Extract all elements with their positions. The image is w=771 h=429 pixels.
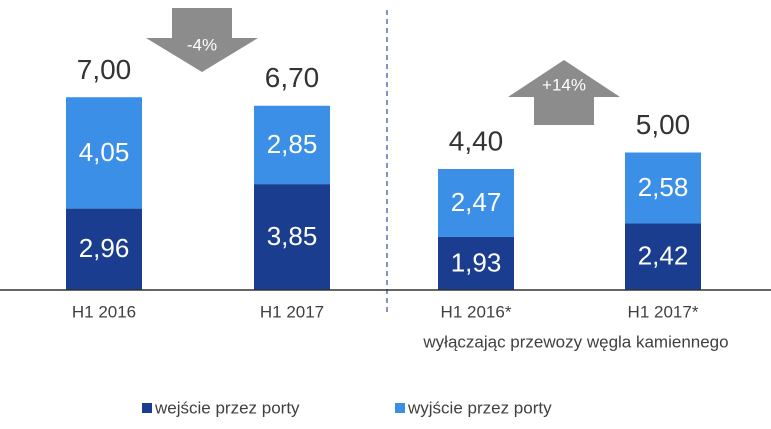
bar-segment bbox=[438, 169, 514, 237]
annotation: +14% bbox=[542, 75, 586, 94]
value-label: 2,85 bbox=[267, 129, 318, 159]
total-label: 7,00 bbox=[77, 54, 132, 85]
value-label: 1,93 bbox=[451, 247, 502, 277]
bar-segment bbox=[66, 208, 142, 290]
value-label: 2,96 bbox=[79, 233, 130, 263]
value-label: 2,42 bbox=[638, 241, 689, 271]
bar-segment bbox=[254, 105, 330, 185]
x-tick-label: H1 2017* bbox=[628, 302, 699, 321]
bar-segment bbox=[625, 152, 701, 224]
x-tick-label: H1 2017 bbox=[260, 302, 324, 321]
subtitle: wyłączając przewozy węgla kamiennego bbox=[422, 332, 728, 351]
total-label: 5,00 bbox=[636, 109, 691, 140]
x-tick-label: H1 2016 bbox=[72, 302, 136, 321]
total-label: 4,40 bbox=[449, 125, 504, 156]
legend-label: wyjście przez porty bbox=[407, 398, 552, 417]
value-label: 2,58 bbox=[638, 172, 689, 202]
legend-label: wejście przez porty bbox=[154, 398, 300, 417]
annotation: -4% bbox=[187, 35, 217, 54]
value-label: 2,47 bbox=[451, 187, 502, 217]
legend-swatch bbox=[395, 403, 405, 413]
bar-segment bbox=[254, 184, 330, 290]
up-arrow bbox=[508, 60, 620, 125]
legend-swatch bbox=[142, 403, 152, 413]
value-label: 4,05 bbox=[79, 137, 130, 167]
bar-segment bbox=[438, 236, 514, 290]
bar-segment bbox=[66, 97, 142, 209]
down-arrow bbox=[146, 8, 258, 72]
x-tick-label: H1 2016* bbox=[441, 302, 512, 321]
bar-segment bbox=[625, 223, 701, 290]
total-label: 6,70 bbox=[265, 62, 320, 93]
value-label: 3,85 bbox=[267, 221, 318, 251]
